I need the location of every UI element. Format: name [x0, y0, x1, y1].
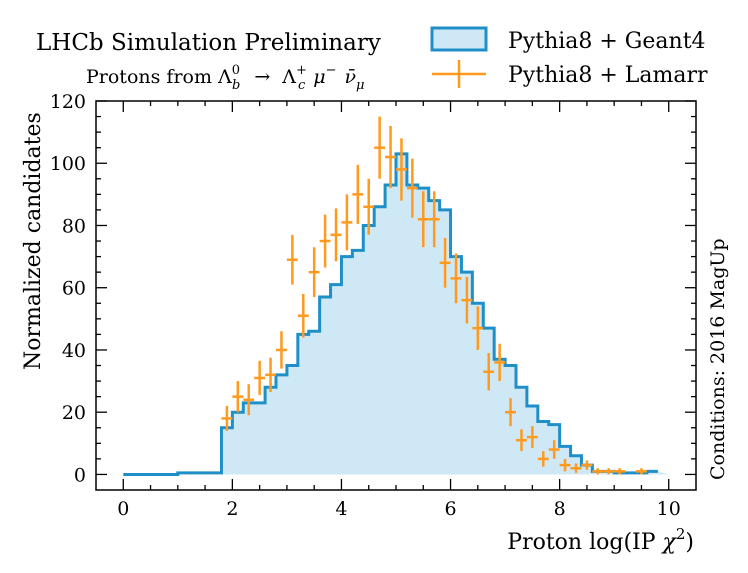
error-point — [636, 468, 647, 475]
error-point — [406, 158, 418, 218]
error-point — [581, 460, 593, 470]
error-point — [352, 164, 364, 224]
error-point — [232, 381, 244, 413]
error-point — [494, 343, 506, 382]
histogram-step-line — [123, 152, 658, 476]
histogram-bin — [276, 375, 287, 475]
error-point — [570, 463, 582, 473]
error-point — [308, 247, 320, 298]
x-tick-labels: 0 2 4 6 8 10 — [117, 498, 681, 520]
x-tick-label: 10 — [657, 498, 681, 520]
histogram-bin — [396, 154, 407, 475]
x-tick-label: 4 — [335, 498, 347, 520]
error-point — [439, 237, 451, 288]
histogram-bin — [363, 225, 374, 474]
histogram-bin — [331, 285, 342, 475]
error-point — [450, 253, 462, 304]
error-point — [603, 468, 615, 475]
error-points — [221, 116, 647, 475]
error-point — [243, 384, 255, 416]
error-point — [396, 138, 407, 201]
histogram-bin — [407, 185, 418, 474]
error-point — [461, 276, 473, 324]
histogram-bin — [320, 297, 331, 474]
histogram-bin — [374, 207, 385, 475]
conditions-label: Conditions: 2016 MagUp — [707, 238, 729, 480]
error-point — [548, 440, 560, 459]
chart-subtitle: Protons from Λ0 b → Λ+ c μ− ν̄μ — [86, 63, 365, 93]
error-point — [330, 208, 342, 262]
legend-histogram-swatch — [430, 26, 488, 52]
error-point — [297, 293, 309, 338]
histogram-bin — [265, 387, 276, 474]
y-axis-title: Normalized candidates — [21, 112, 46, 370]
histogram-bin — [483, 328, 494, 474]
error-point — [537, 451, 549, 467]
y-tick-label: 100 — [50, 153, 86, 175]
y-tick-labels: 0 20 40 60 80 100 120 — [50, 91, 86, 486]
histogram-bins — [178, 154, 658, 475]
x-tick-label: 2 — [226, 498, 238, 520]
error-point — [417, 191, 429, 248]
error-point — [614, 468, 626, 475]
histogram-bin — [232, 412, 243, 474]
error-point — [592, 468, 604, 475]
histogram-bin — [309, 331, 320, 474]
chart-title: LHCb Simulation Preliminary — [36, 30, 381, 56]
x-tick-label: 8 — [554, 498, 566, 520]
histogram-fill — [123, 153, 669, 475]
axis-ticks — [96, 100, 696, 490]
histogram-bin — [254, 403, 265, 475]
plot-area — [123, 116, 669, 476]
y-tick-label: 60 — [62, 278, 86, 300]
x-tick-label: 6 — [444, 498, 456, 520]
error-point — [428, 191, 440, 248]
legend-points-swatch — [432, 60, 486, 88]
legend: Pythia8 + Geant4 Pythia8 + Lamarr — [430, 26, 708, 88]
error-point — [385, 125, 396, 189]
y-tick-label: 40 — [62, 340, 86, 362]
error-point — [505, 398, 516, 427]
y-tick-label: 20 — [62, 402, 86, 424]
error-point — [516, 429, 527, 452]
error-point — [472, 306, 484, 350]
error-point — [276, 331, 287, 369]
error-point — [559, 458, 571, 472]
error-point — [526, 426, 538, 448]
error-point — [286, 234, 298, 285]
x-tick-label: 0 — [117, 498, 129, 520]
histogram-bin — [298, 334, 309, 474]
histogram-bin — [385, 185, 396, 474]
histogram-bin — [287, 366, 298, 475]
error-point — [363, 178, 375, 235]
error-point — [221, 405, 233, 431]
error-point — [341, 194, 353, 251]
x-axis-title: Proton log(IP χ2) — [507, 525, 694, 555]
error-point — [265, 357, 276, 392]
histogram-bin — [341, 257, 352, 475]
histogram-bin — [221, 428, 232, 475]
histogram-bin — [352, 250, 363, 474]
error-point — [254, 360, 266, 396]
y-tick-label: 0 — [74, 464, 86, 486]
y-tick-label: 120 — [50, 91, 86, 113]
error-point — [319, 214, 331, 268]
legend-label-geant4: Pythia8 + Geant4 — [508, 29, 706, 54]
legend-label-lamarr: Pythia8 + Lamarr — [508, 63, 708, 88]
error-point — [374, 116, 386, 179]
y-tick-label: 80 — [62, 215, 86, 237]
error-point — [483, 353, 495, 391]
